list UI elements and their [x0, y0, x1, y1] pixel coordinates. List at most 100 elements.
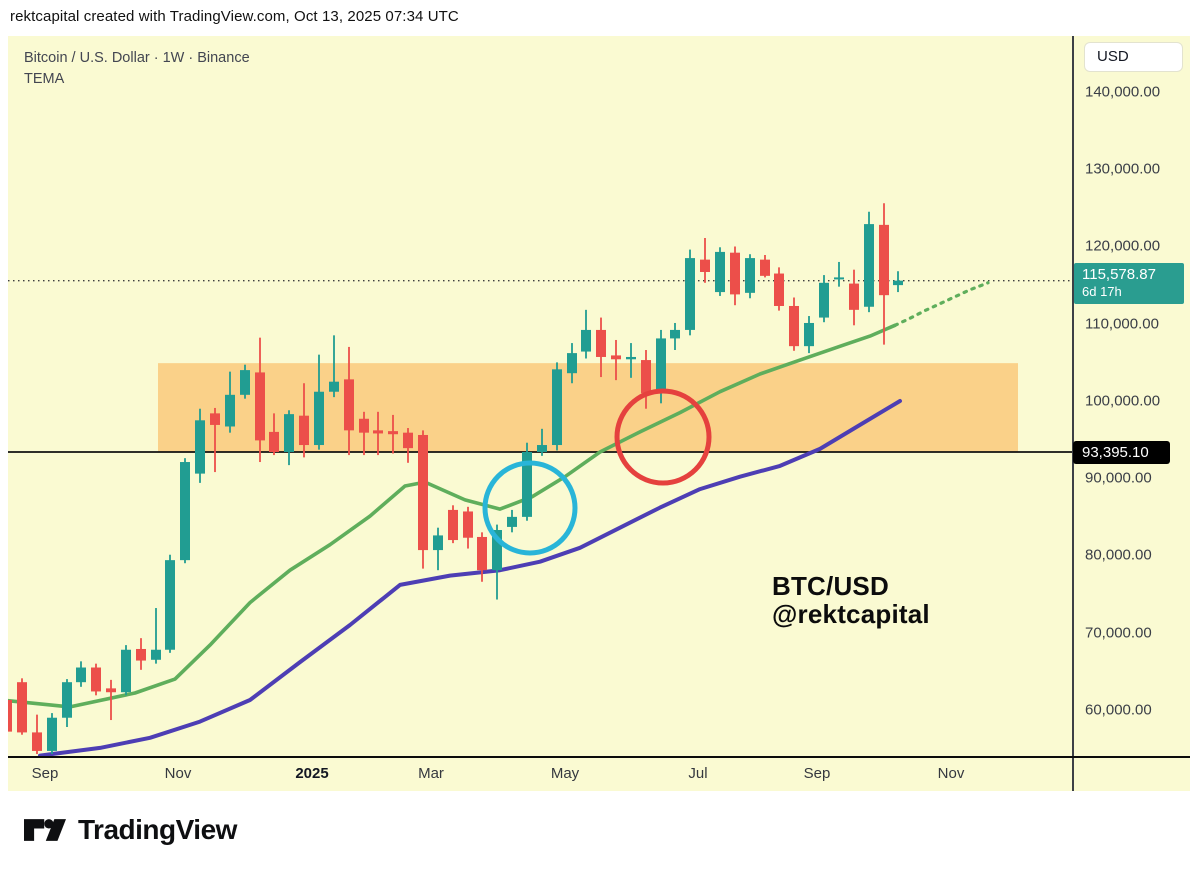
time-tick-label: May: [550, 765, 580, 782]
candle-body: [670, 329, 680, 339]
bar-countdown: 6d 17h: [1082, 284, 1122, 299]
candle-body: [774, 273, 784, 306]
candle-body: [567, 353, 577, 374]
candle-body: [641, 360, 651, 394]
candle-body: [463, 511, 473, 538]
symbol-title: Bitcoin / U.S. Dollar · 1W · Binance: [24, 50, 250, 66]
price-axis-panel[interactable]: [1073, 36, 1190, 791]
tradingview-logo-icon: [24, 819, 66, 841]
candle-body: [760, 259, 770, 276]
red-circle-annotation: [614, 388, 712, 486]
candle-body: [596, 329, 606, 357]
candle-body: [730, 252, 740, 295]
candle-body: [240, 370, 250, 395]
candle-body: [195, 420, 205, 474]
watermark-handle: @rektcapital: [772, 599, 930, 629]
tema-line: [8, 323, 897, 709]
time-tick-label: 2025: [295, 765, 329, 782]
tradingview-wordmark: TradingView: [78, 814, 237, 845]
time-tick-label: Sep: [803, 765, 831, 782]
plot-group: [8, 203, 1073, 756]
candle-body: [864, 224, 874, 307]
candle-body: [893, 280, 903, 286]
current-price-value: 115,578.87: [1082, 266, 1156, 283]
candle-body: [91, 667, 101, 692]
watermark: BTC/USD @rektcapital: [772, 572, 930, 628]
current-price-badge: 115,578.87 6d 17h: [1074, 263, 1184, 304]
currency-button[interactable]: USD: [1084, 42, 1183, 72]
watermark-symbol: BTC/USD: [772, 571, 889, 601]
candle-body: [47, 717, 57, 751]
candle-body: [492, 530, 502, 571]
candle-body: [611, 355, 621, 360]
candle-body: [17, 682, 27, 733]
candle-body: [165, 560, 175, 650]
candle-body: [700, 259, 710, 272]
candle-body: [8, 699, 12, 732]
tema-projection-dotted: [893, 281, 990, 327]
time-tick-label: Sep: [31, 765, 59, 782]
candle-body: [32, 732, 42, 751]
candle-body: [745, 258, 755, 293]
candle-body: [344, 379, 354, 431]
candle-body: [403, 432, 413, 449]
candle-body: [136, 648, 146, 661]
candle-body: [879, 224, 889, 296]
price-tick-label: 130,000.00: [1085, 160, 1161, 178]
attribution-bar: rektcapital created with TradingView.com…: [0, 0, 1200, 36]
candle-body: [62, 682, 72, 718]
candle-body: [626, 356, 636, 360]
candle-body: [685, 258, 695, 330]
candle-body: [106, 688, 116, 693]
time-axis-panel[interactable]: [8, 758, 1110, 791]
candle-body: [552, 369, 562, 446]
candle-body: [448, 509, 458, 541]
indicator-label: TEMA: [24, 71, 65, 87]
candle-body: [76, 667, 86, 683]
price-tick-label: 90,000.00: [1085, 469, 1152, 487]
price-tick-label: 80,000.00: [1085, 546, 1152, 564]
candle-body: [388, 431, 398, 435]
candle-body: [373, 430, 383, 434]
price-axis-separator: [1072, 36, 1074, 791]
candle-body: [656, 338, 666, 394]
time-tick-label: Jul: [688, 765, 708, 782]
candle-body: [255, 372, 265, 441]
price-tick-label: 100,000.00: [1085, 392, 1161, 410]
candle-body: [477, 536, 487, 571]
candle-body: [359, 418, 369, 433]
candle-body: [329, 381, 339, 392]
candle-body: [418, 434, 428, 551]
candle-body: [225, 394, 235, 427]
candle-body: [433, 535, 443, 551]
level-price-badge: 93,395.10: [1073, 441, 1170, 464]
time-tick-label: Mar: [418, 765, 444, 782]
price-tick-label: 70,000.00: [1085, 624, 1152, 642]
candle-body: [151, 649, 161, 660]
chart-legend: Bitcoin / U.S. Dollar · 1W · Binance TEM…: [24, 50, 250, 87]
time-tick-label: Nov: [937, 765, 965, 782]
candle-body: [180, 462, 190, 561]
price-tick-label: 110,000.00: [1085, 315, 1159, 333]
candle-body: [299, 415, 309, 446]
candle-body: [834, 277, 844, 280]
candle-body: [789, 305, 799, 347]
candle-body: [581, 329, 591, 352]
candle-body: [537, 445, 547, 452]
time-tick-label: Nov: [164, 765, 192, 782]
candle-body: [507, 516, 517, 527]
slow-ma-line: [38, 399, 902, 756]
candle-body: [804, 322, 814, 347]
price-tick-label: 60,000.00: [1085, 701, 1152, 719]
candle-body: [210, 413, 220, 425]
price-tick-label: 140,000.00: [1085, 83, 1161, 101]
blue-circle-annotation: [482, 460, 578, 556]
candle-body: [819, 282, 829, 318]
candle-body: [269, 431, 279, 452]
candle-body: [284, 414, 294, 452]
candle-body: [849, 283, 859, 310]
time-axis-separator: [8, 756, 1190, 758]
candle-body: [121, 649, 131, 693]
